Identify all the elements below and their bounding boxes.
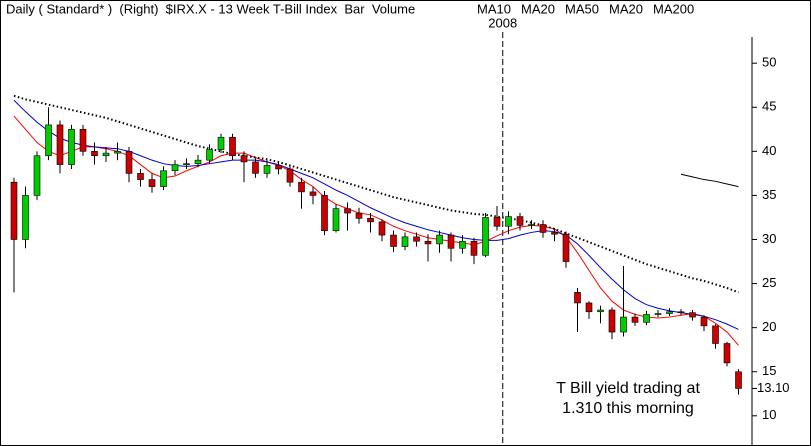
candle-body (355, 212, 363, 219)
candle-body (551, 232, 558, 235)
candle-body (45, 124, 52, 157)
y-tick-label: 25 (762, 275, 776, 290)
candle-body (148, 179, 156, 187)
candle-body (585, 302, 593, 313)
candle-body (183, 163, 190, 165)
candle-body (332, 208, 340, 231)
legend-label: MA20 (521, 1, 555, 16)
candle-body (666, 311, 673, 314)
candle-body (114, 151, 121, 154)
candle-body (447, 234, 455, 249)
candle-body (608, 309, 616, 333)
candle-body (229, 136, 236, 157)
candle-body (160, 170, 167, 187)
candle-body (597, 309, 604, 313)
candle-body (298, 181, 305, 193)
candle-body (493, 217, 501, 227)
candle-body (286, 168, 294, 183)
candle-body (10, 181, 18, 240)
candle-body (22, 195, 29, 240)
candle-body (33, 155, 41, 196)
candle-body (56, 124, 64, 165)
candle-body (102, 152, 110, 157)
year-label: 2008 (488, 15, 517, 30)
candle-body (505, 216, 512, 227)
candle-body (217, 136, 225, 150)
candle-body (137, 173, 144, 180)
candle-body (735, 371, 742, 389)
y-tick-label: 45 (762, 99, 776, 114)
y-tick-label: 10 (762, 407, 776, 422)
candle-body (631, 316, 639, 323)
candle-body (91, 151, 98, 157)
ma-line (13, 94, 739, 294)
ma-line (13, 99, 739, 330)
legend-label: MA50 (565, 1, 599, 16)
chart-title: Daily ( Standard* ) (Right) $IRX.X - 13 … (6, 1, 415, 16)
candle-body (367, 218, 374, 223)
candle-body (344, 208, 351, 214)
candle-body (79, 129, 87, 152)
candle-body (252, 161, 259, 174)
y-tick-label: 50 (762, 55, 776, 70)
candle-body (482, 217, 489, 256)
candle-body (240, 155, 248, 163)
y-tick-label: 20 (762, 319, 776, 334)
candle-body (413, 236, 420, 242)
legend-label: MA200 (653, 1, 694, 16)
candle-body (401, 236, 409, 247)
candle-body (275, 165, 282, 170)
candle-body (470, 240, 478, 256)
candle-body (643, 314, 650, 323)
ma-line (680, 173, 739, 188)
candle-body (436, 234, 443, 245)
candle-body (562, 233, 570, 262)
candle-body (700, 316, 708, 327)
candle-body (459, 240, 466, 249)
candle-body (171, 164, 179, 172)
annotation: 1.310 this morning (562, 400, 694, 417)
candle-body (654, 313, 662, 315)
candle-body (68, 129, 75, 165)
legend-label: MA20 (609, 1, 643, 16)
candle-body (321, 195, 328, 231)
candle-body (712, 325, 719, 344)
y-tick-label: 35 (762, 187, 776, 202)
y-tick-label: 30 (762, 231, 776, 246)
y-tick-label: 40 (762, 143, 776, 158)
candle-body (539, 224, 547, 233)
candle-body (723, 343, 731, 364)
candle-body (424, 240, 432, 245)
candle-body (620, 316, 627, 333)
legend-label: MA10 (477, 1, 511, 16)
candle-body (125, 151, 133, 174)
last-value-label: 13.10 (757, 380, 790, 395)
ma-line (13, 115, 739, 346)
annotation: T Bill yield trading at (556, 380, 700, 397)
candle-body (309, 191, 317, 196)
candle-body (206, 149, 213, 161)
candle-body (516, 216, 524, 226)
candle-body (194, 159, 202, 164)
candle-body (574, 292, 581, 304)
candle-body (378, 221, 386, 236)
candle-body (677, 311, 685, 314)
candle-body (689, 312, 696, 318)
y-tick-label: 15 (762, 363, 776, 378)
candle-body (390, 234, 397, 247)
candle-body (263, 165, 271, 174)
candle-body (528, 224, 535, 226)
